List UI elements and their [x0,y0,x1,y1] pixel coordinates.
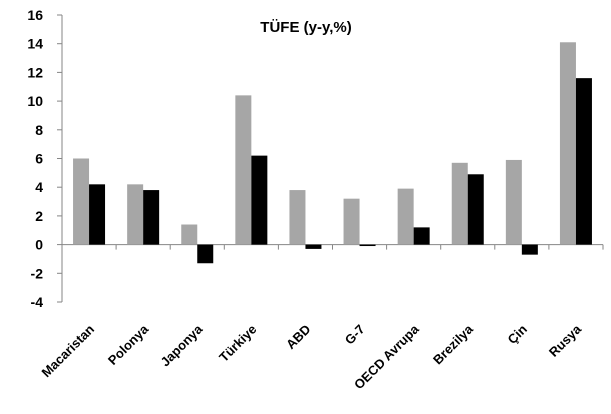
x-tick-label: Polonya [105,321,152,368]
bars [73,42,592,264]
x-tick-label: Rusya [546,321,585,360]
x-tick-label: Çin [505,321,530,346]
y-tick-label: 8 [35,122,43,138]
x-tick-label: Türkiye [216,322,259,365]
y-tick-label: 0 [35,237,43,253]
y-tick-label: 16 [27,7,43,23]
y-tick-label: 6 [35,151,43,167]
bar-series1-japonya [181,224,198,245]
bar-series2-japonya [197,244,214,264]
y-tick-label: -4 [31,294,44,310]
y-tick-label: -2 [31,265,44,281]
bar-series2-macaristan [89,184,106,245]
y-tick-label: 14 [27,36,43,52]
bar-series1-macaristan [73,158,90,245]
bar-series1-rusya [559,42,576,245]
bar-series1-g-7 [343,198,360,245]
bar-series1-oecd-avrupa [397,188,414,245]
y-tick-label: 2 [35,208,43,224]
bar-series2-g-7 [359,244,376,247]
bar-series2-oecd-avrupa [413,227,430,245]
y-tick-label: 10 [27,93,43,109]
bar-series2--in [521,244,538,255]
chart-title: TÜFE (y-y,%) [260,19,351,36]
bar-series1-t-rkiye [235,95,252,245]
y-tick-label: 4 [35,179,43,195]
y-tick-label: 12 [27,64,43,80]
x-tick-label: ABD [283,322,314,353]
x-tick-label: Brezilya [430,321,476,367]
y-axis: 16 14 12 10 8 6 4 2 0 -2 -4 [27,7,63,310]
bar-series2-rusya [575,78,592,245]
bar-series1-abd [289,190,306,245]
bar-series1--in [505,159,522,245]
x-tick-label: Macaristan [39,321,98,380]
x-tick-labels: Macaristan Polonya Japonya Türkiye ABD G-7OEC… [39,321,585,392]
bar-series1-polonya [127,184,144,245]
bar-series2-polonya [143,190,160,245]
x-tick-label: Japonya [157,321,205,369]
bar-series1-brezilya [451,162,468,245]
bar-series2-t-rkiye [251,155,268,245]
bar-series2-brezilya [467,174,484,245]
bar-series2-abd [305,244,322,249]
x-tick-label: G-7 [342,322,368,348]
